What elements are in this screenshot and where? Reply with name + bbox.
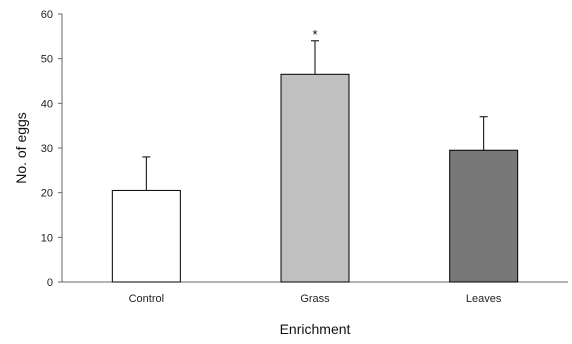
y-tick-label: 40 xyxy=(41,98,53,110)
y-tick-labels: 0 10 20 30 40 50 60 xyxy=(41,9,62,289)
error-bar-control xyxy=(142,156,151,191)
y-tick-label: 0 xyxy=(47,277,53,289)
x-axis-title: Enrichment xyxy=(280,321,351,337)
x-tick-label: Grass xyxy=(300,293,330,305)
y-tick-label: 10 xyxy=(41,232,53,244)
bar-control xyxy=(111,189,181,283)
error-bar-grass xyxy=(311,40,319,75)
y-tick-label: 20 xyxy=(41,188,53,200)
x-tick-label: Leaves xyxy=(466,293,502,305)
y-tick-label: 60 xyxy=(41,9,53,21)
bar-leaves xyxy=(449,149,519,283)
y-axis-title: No. of eggs xyxy=(13,112,29,184)
significance-marker: * xyxy=(312,27,317,42)
x-tick-label: Control xyxy=(129,293,164,305)
y-tick-label: 30 xyxy=(41,143,53,155)
y-tick-label: 50 xyxy=(41,54,53,66)
error-bars: * xyxy=(142,27,488,191)
error-bar-leaves xyxy=(479,116,488,151)
bars xyxy=(111,73,519,283)
category-labels: Control Grass Leaves xyxy=(129,293,502,305)
bar-grass xyxy=(280,73,350,283)
